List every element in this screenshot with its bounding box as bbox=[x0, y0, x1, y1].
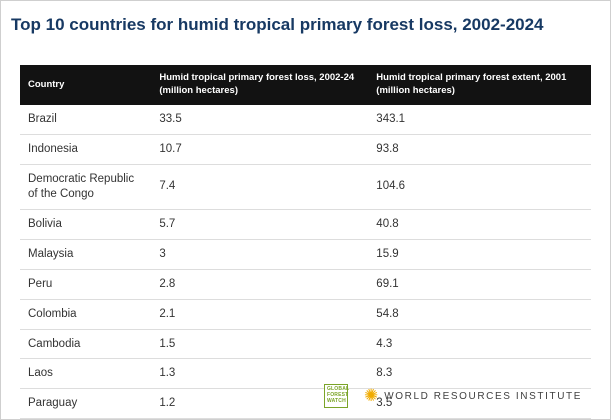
cell-country: Colombia bbox=[20, 299, 152, 330]
cell-extent: 8.3 bbox=[368, 358, 591, 390]
gfw-logo-line: WATCH bbox=[326, 397, 346, 404]
cell-loss: 33.5 bbox=[151, 105, 369, 135]
footer-logos: GLOBAL FOREST WATCH ✺ WORLD RESOURCES IN… bbox=[323, 384, 582, 408]
cell-country: Indonesia bbox=[20, 134, 152, 165]
column-header-unit: (million hectares) bbox=[376, 85, 455, 97]
cell-loss: 2.1 bbox=[151, 299, 369, 330]
gfw-logo-line: GLOBAL bbox=[326, 386, 350, 393]
cell-country: Peru bbox=[20, 269, 152, 300]
cell-loss: 5.7 bbox=[151, 209, 369, 240]
table-row: Indonesia 10.7 93.8 bbox=[20, 134, 591, 165]
table-row: Democratic Republic of the Congo 7.4 104… bbox=[20, 164, 591, 210]
table-row: Cambodia 1.5 4.3 bbox=[20, 329, 591, 360]
cell-country: Cambodia bbox=[20, 329, 152, 360]
table-row: Brazil 33.5 343.1 bbox=[20, 105, 591, 135]
table-header-row: Country Humid tropical primary forest lo… bbox=[20, 65, 591, 106]
cell-loss: 2.8 bbox=[151, 269, 369, 300]
world-resources-institute-logo: ✺ WORLD RESOURCES INSTITUTE bbox=[363, 385, 582, 405]
cell-country: Paraguay bbox=[20, 388, 152, 419]
cell-loss: 3 bbox=[151, 239, 369, 270]
gfw-logo-line: FOREST bbox=[326, 392, 349, 399]
cell-extent: 15.9 bbox=[368, 239, 591, 270]
forest-loss-table: Country Humid tropical primary forest lo… bbox=[20, 65, 591, 419]
column-header-label: Humid tropical primary forest extent, 20… bbox=[376, 72, 567, 84]
page-title: Top 10 countries for humid tropical prim… bbox=[11, 15, 544, 34]
column-header-loss: Humid tropical primary forest loss, 2002… bbox=[151, 65, 369, 106]
column-header-label: Country bbox=[28, 78, 65, 90]
cell-extent: 343.1 bbox=[368, 105, 591, 135]
cell-loss: 1.5 bbox=[151, 329, 369, 360]
table-row: Malaysia 3 15.9 bbox=[20, 239, 591, 270]
cell-extent: 40.8 bbox=[368, 209, 591, 240]
cell-country: Democratic Republic of the Congo bbox=[20, 164, 152, 210]
cell-extent: 69.1 bbox=[368, 269, 591, 300]
cell-country: Malaysia bbox=[20, 239, 152, 270]
cell-country: Brazil bbox=[20, 105, 152, 135]
cell-extent: 4.3 bbox=[368, 329, 591, 360]
table-row: Colombia 2.1 54.8 bbox=[20, 299, 591, 330]
table-row: Laos 1.3 8.3 bbox=[20, 358, 591, 390]
wri-sunburst-icon: ✺ bbox=[363, 385, 379, 405]
cell-country: Laos bbox=[20, 358, 152, 390]
cell-country: Bolivia bbox=[20, 209, 152, 240]
table-row: Bolivia 5.7 40.8 bbox=[20, 209, 591, 240]
cell-extent: 3.5 bbox=[368, 388, 591, 419]
cell-loss: 10.7 bbox=[151, 134, 369, 165]
table-row: Peru 2.8 69.1 bbox=[20, 269, 591, 300]
column-header-extent: Humid tropical primary forest extent, 20… bbox=[368, 65, 591, 106]
wri-logo-text: WORLD RESOURCES INSTITUTE bbox=[384, 390, 582, 402]
column-header-unit: (million hectares) bbox=[159, 85, 238, 97]
table-body: Brazil 33.5 343.1 Indonesia 10.7 93.8 De… bbox=[20, 105, 591, 419]
global-forest-watch-logo: GLOBAL FOREST WATCH bbox=[323, 384, 350, 408]
cell-extent: 54.8 bbox=[368, 299, 591, 330]
cell-extent: 93.8 bbox=[368, 134, 591, 165]
cell-extent: 104.6 bbox=[368, 164, 591, 210]
data-table-container: Country Humid tropical primary forest lo… bbox=[20, 65, 591, 419]
column-header-country: Country bbox=[20, 65, 152, 106]
column-header-label: Humid tropical primary forest loss, 2002… bbox=[159, 72, 355, 84]
cell-loss: 7.4 bbox=[151, 164, 369, 210]
